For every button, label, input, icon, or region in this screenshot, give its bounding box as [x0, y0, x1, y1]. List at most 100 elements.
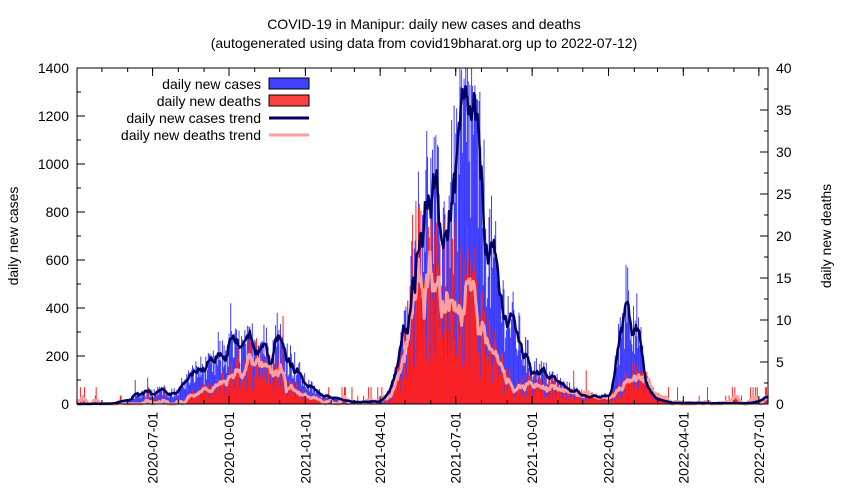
cases-bar: [565, 390, 567, 404]
cases-bar: [398, 357, 400, 404]
deaths-bar: [736, 395, 737, 404]
cases-bar: [643, 383, 644, 404]
cases-bar: [410, 255, 412, 404]
y2-tick-label: 30: [776, 144, 792, 160]
deaths-bar: [295, 399, 296, 404]
cases-bar: [471, 68, 473, 404]
cases-bar: [547, 384, 549, 404]
deaths-bar: [593, 396, 595, 404]
deaths-bar: [297, 388, 299, 404]
cases-bar: [304, 373, 306, 404]
deaths-bar: [275, 389, 277, 404]
deaths-bar: [620, 397, 622, 404]
deaths-bar: [496, 367, 498, 404]
deaths-bar: [500, 373, 502, 404]
deaths-bar: [532, 396, 534, 404]
cases-bar: [518, 312, 520, 404]
cases-bar: [466, 141, 468, 404]
y-tick-label: 1000: [38, 156, 69, 172]
deaths-bar: [447, 331, 449, 404]
deaths-bar: [638, 390, 639, 404]
deaths-bar: [551, 398, 553, 404]
cases-bar: [206, 369, 208, 404]
cases-bar: [300, 374, 301, 404]
deaths-bar: [479, 315, 481, 404]
cases-bar: [513, 309, 515, 404]
deaths-bar: [253, 388, 255, 404]
cases-bar: [195, 361, 197, 404]
cases-bar: [485, 229, 487, 404]
deaths-bar: [549, 383, 551, 404]
cases-bar: [378, 402, 380, 404]
deaths-bar: [394, 378, 396, 404]
deaths-bar: [574, 399, 576, 404]
deaths-bar: [357, 395, 359, 404]
cases-bar: [512, 291, 514, 404]
deaths-bar: [525, 389, 527, 404]
deaths-bar: [633, 382, 635, 404]
deaths-bar: [305, 395, 307, 404]
cases-bar: [507, 296, 509, 404]
deaths-bar: [600, 398, 602, 404]
deaths-bar: [440, 301, 442, 404]
deaths-bar: [224, 379, 226, 404]
deaths-bar: [233, 376, 235, 404]
deaths-bar: [530, 375, 532, 404]
deaths-bar: [415, 200, 417, 404]
y-axis-label: daily new cases: [5, 187, 21, 286]
cases-bar: [241, 336, 243, 404]
deaths-bar: [285, 392, 287, 404]
deaths-bar: [282, 315, 284, 404]
deaths-bar: [272, 392, 274, 404]
deaths-bar: [451, 315, 453, 404]
deaths-bar: [420, 210, 422, 404]
y-tick-label: 1400: [38, 60, 69, 76]
deaths-bar: [243, 360, 245, 404]
cases-bar: [515, 348, 517, 404]
cases-bar: [217, 332, 219, 404]
cases-bar: [569, 389, 571, 404]
cases-bar: [450, 182, 452, 404]
cases-bar: [129, 400, 131, 404]
cases-bar: [628, 316, 630, 404]
deaths-bar: [662, 401, 664, 404]
deaths-bar: [553, 382, 555, 404]
x-tick-label: 2021-10-01: [524, 412, 540, 484]
deaths-bar: [619, 398, 621, 404]
deaths-bar: [238, 375, 240, 404]
cases-bar: [531, 379, 533, 404]
deaths-bar: [602, 395, 604, 404]
deaths-bar: [286, 397, 288, 404]
deaths-bar: [486, 346, 488, 404]
legend-label: daily new deaths trend: [121, 127, 261, 143]
deaths-bar: [583, 397, 585, 404]
deaths-bar: [594, 398, 596, 404]
deaths-bar: [288, 381, 290, 404]
deaths-bar: [201, 385, 203, 404]
deaths-bar: [565, 399, 567, 404]
deaths-bar: [416, 277, 418, 404]
cases-bar: [631, 344, 633, 404]
deaths-bar: [375, 402, 377, 404]
cases-bar: [551, 371, 553, 404]
cases-bar: [532, 376, 534, 404]
cases-bar: [480, 147, 482, 405]
deaths-bar: [194, 395, 196, 404]
trend-layer: [75, 84, 770, 406]
deaths-bar: [588, 396, 590, 404]
cases-bar: [290, 353, 292, 404]
deaths-bar: [488, 318, 490, 404]
deaths-bar: [235, 383, 237, 404]
cases-bar: [230, 303, 232, 404]
deaths-bar: [241, 377, 243, 404]
cases-bar: [442, 243, 443, 404]
cases-bar: [467, 81, 469, 404]
deaths-bar: [603, 399, 605, 404]
deaths-bar: [301, 400, 303, 404]
cases-bar: [489, 208, 491, 404]
cases-bar: [627, 267, 629, 404]
cases-bar: [173, 388, 175, 404]
cases-bar: [622, 312, 624, 404]
cases-bar: [540, 360, 542, 404]
